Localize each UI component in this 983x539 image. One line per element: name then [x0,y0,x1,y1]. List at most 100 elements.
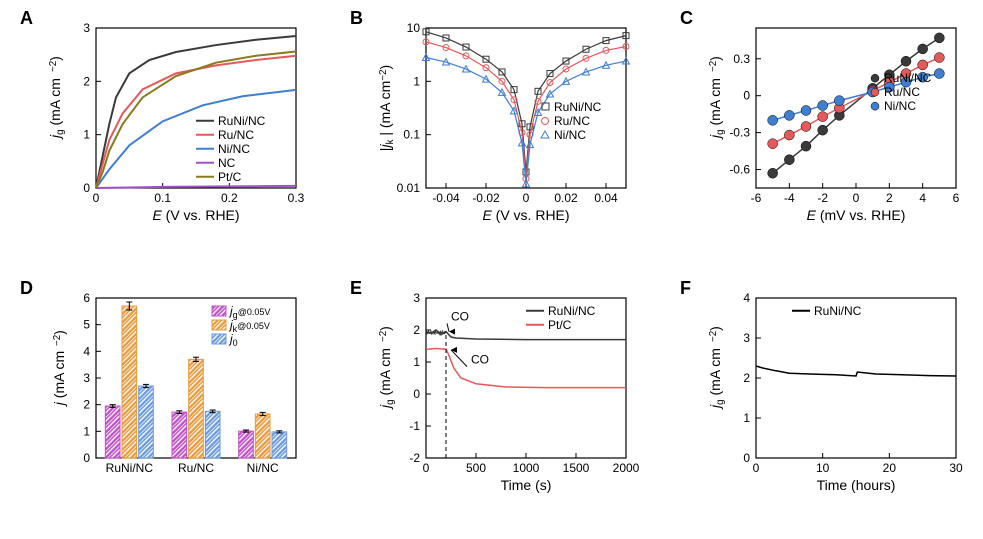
svg-text:Ru/NC: Ru/NC [554,114,590,128]
svg-text:E (mV vs. RHE): E (mV vs. RHE) [807,207,906,223]
svg-text:Ni/NC: Ni/NC [884,99,916,113]
figure-page: { "layout":{ "page_w":983,"page_h":539, … [0,0,983,539]
svg-text:jg (mA cm: jg (mA cm [377,348,396,410]
svg-text:RuNi/NC: RuNi/NC [106,461,154,475]
svg-text:-2: -2 [409,451,420,465]
svg-text:-4: -4 [784,191,795,205]
svg-text:4: 4 [83,344,90,358]
svg-text:0: 0 [413,387,420,401]
svg-text:2: 2 [743,371,750,385]
svg-text:j0: j0 [228,332,238,348]
panel-D: D 0123456j (mA cm−2)RuNi/NCRu/NCNi/NCjg@… [46,290,306,500]
chart-F-svg: 010203001234E Time (hours)jg (mA cm−2)Ru… [706,290,966,500]
svg-text:0: 0 [93,191,100,205]
svg-text:10: 10 [407,21,421,35]
panel-B-label: B [350,8,363,29]
chart-C-svg: -6-4-20246-0.6-0.300.3E (mV vs. RHE)jg (… [706,20,966,230]
panel-D-label: D [20,278,33,299]
svg-text:1: 1 [413,355,420,369]
svg-text:−2): −2) [707,326,723,342]
svg-text:20: 20 [883,461,897,475]
svg-text:RuNi/NC: RuNi/NC [814,304,862,318]
svg-text:RuNi/NC: RuNi/NC [218,114,266,128]
svg-text:3: 3 [83,371,90,385]
svg-text:−2): −2) [377,326,393,342]
svg-text:NC: NC [218,156,236,170]
panel-C-label: C [680,8,693,29]
svg-text:Time (hours): Time (hours) [817,477,896,493]
svg-text:Ni/NC: Ni/NC [554,128,586,142]
svg-text:0: 0 [753,461,760,475]
panel-E: E 0500100015002000-2-10123E Time (s)jg (… [376,290,636,500]
svg-text:-2: -2 [817,191,828,205]
svg-text:Ru/NC: Ru/NC [218,128,254,142]
svg-text:2: 2 [886,191,893,205]
svg-text:E (V vs. RHE): E (V vs. RHE) [152,207,239,223]
svg-text:CO: CO [451,309,469,323]
svg-text:jg (mA cm: jg (mA cm [707,348,726,410]
svg-text:Ni/NC: Ni/NC [247,461,279,475]
svg-text:0: 0 [743,451,750,465]
svg-text:-0.3: -0.3 [729,126,750,140]
svg-text:10: 10 [816,461,830,475]
panel-F: F 010203001234E Time (hours)jg (mA cm−2)… [706,290,966,500]
svg-text:0: 0 [83,181,90,195]
svg-text:−2): −2) [707,56,723,72]
svg-text:2000: 2000 [613,461,640,475]
svg-text:0: 0 [523,191,530,205]
svg-text:6: 6 [83,291,90,305]
svg-text:Ni/NC: Ni/NC [218,142,250,156]
chart-A-svg: 00.10.20.30123E (V vs. RHE)jg (mA cm−2)R… [46,20,306,230]
svg-text:RuNi/NC: RuNi/NC [884,71,932,85]
svg-text:−2): −2) [47,56,63,72]
panel-A: A 00.10.20.30123E (V vs. RHE)jg (mA cm−2… [46,20,306,230]
svg-text:6: 6 [953,191,960,205]
svg-text:1500: 1500 [563,461,590,475]
svg-text:500: 500 [466,461,486,475]
chart-B-svg: -0.04-0.0200.020.040.010.1110E (V vs. RH… [376,20,636,230]
svg-text:RuNi/NC: RuNi/NC [554,100,602,114]
svg-text:|jk | (mA cm−2): |jk | (mA cm−2) [377,65,396,151]
chart-D-svg: 0123456j (mA cm−2)RuNi/NCRu/NCNi/NCjg@0.… [46,290,306,500]
svg-text:1: 1 [83,128,90,142]
svg-text:3: 3 [83,21,90,35]
svg-text:0.01: 0.01 [397,181,421,195]
svg-text:Ru/NC: Ru/NC [178,461,214,475]
svg-text:5: 5 [83,318,90,332]
svg-text:jg@0.05V: jg@0.05V [228,304,270,320]
svg-text:CO: CO [471,353,489,367]
svg-text:3: 3 [413,291,420,305]
chart-E-svg: 0500100015002000-2-10123E Time (s)jg (mA… [376,290,636,500]
svg-text:1: 1 [743,411,750,425]
svg-text:Ru/NC: Ru/NC [884,85,920,99]
panel-E-label: E [350,278,362,299]
svg-text:-0.02: -0.02 [472,191,500,205]
svg-text:RuNi/NC: RuNi/NC [548,304,596,318]
svg-text:0.3: 0.3 [733,52,750,66]
svg-text:0.3: 0.3 [288,191,305,205]
svg-text:-6: -6 [751,191,762,205]
svg-text:2: 2 [413,323,420,337]
panel-B: B -0.04-0.0200.020.040.010.1110E (V vs. … [376,20,636,230]
svg-text:3: 3 [743,331,750,345]
svg-text:4: 4 [743,291,750,305]
svg-text:jg (mA cm: jg (mA cm [47,78,66,140]
svg-text:-1: -1 [409,419,420,433]
svg-text:1000: 1000 [513,461,540,475]
svg-text:0.1: 0.1 [154,191,171,205]
svg-text:4: 4 [919,191,926,205]
svg-text:30: 30 [949,461,963,475]
panel-A-label: A [20,8,33,29]
svg-text:jg (mA cm: jg (mA cm [707,78,726,140]
svg-text:2: 2 [83,398,90,412]
svg-text:E (V vs. RHE): E (V vs. RHE) [482,207,569,223]
svg-text:1: 1 [83,424,90,438]
svg-text:-0.04: -0.04 [432,191,460,205]
svg-text:j (mA cm: j (mA cm [51,351,67,407]
svg-text:0: 0 [853,191,860,205]
svg-text:0: 0 [743,89,750,103]
svg-text:2: 2 [83,74,90,88]
svg-text:Pt/C: Pt/C [548,318,572,332]
svg-text:0: 0 [423,461,430,475]
svg-text:1: 1 [413,74,420,88]
